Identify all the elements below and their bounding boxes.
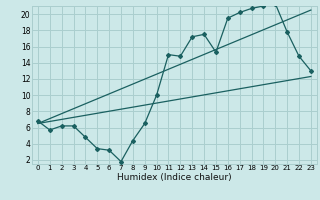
X-axis label: Humidex (Indice chaleur): Humidex (Indice chaleur) xyxy=(117,173,232,182)
